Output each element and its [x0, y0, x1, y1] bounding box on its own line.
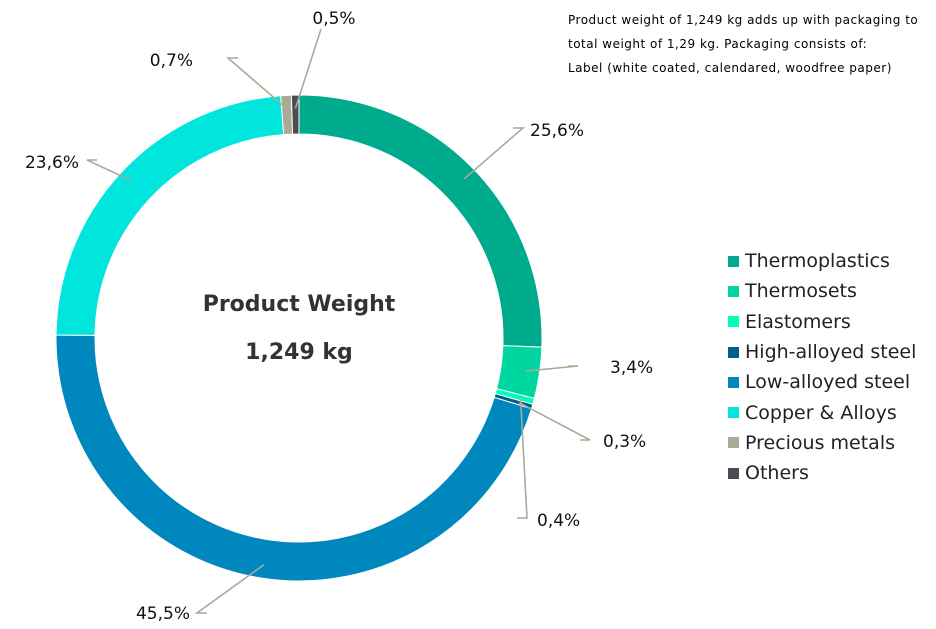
chart-legend: Thermoplastics Thermosets Elastomers High-a…: [728, 246, 916, 488]
donut-slices: [55, 94, 543, 582]
legend-item-elastomers: Elastomers: [728, 307, 916, 337]
legend-label: Thermoplastics: [745, 250, 890, 273]
leader-lines: [86, 28, 591, 614]
center-weight: 1,249 kg: [245, 340, 353, 365]
legend-swatch: [728, 467, 739, 479]
packaging-note-line: Label (white coated, calendared, woodfre…: [568, 61, 892, 75]
legend-swatch: [728, 376, 739, 388]
leader-line-copper-and-alloys: [86, 159, 133, 182]
leader-line-high-alloyed-steel: [518, 402, 591, 441]
percent-label-elastomers: 0,4%: [537, 511, 580, 531]
percent-label-high-alloyed-steel: 0,3%: [603, 432, 646, 452]
legend-label: Thermosets: [745, 280, 857, 303]
legend-swatch: [728, 285, 739, 297]
legend-item-thermosets: Thermosets: [728, 276, 916, 306]
legend-item-precious-metals: Precious metals: [728, 428, 916, 458]
legend-swatch: [728, 407, 739, 419]
percent-label-thermoplastics: 25,6%: [530, 121, 584, 141]
leader-line-precious-metals: [225, 57, 288, 110]
legend-label: Precious metals: [745, 431, 896, 454]
percent-label-others: 0,5%: [312, 9, 355, 29]
percent-label-copper-and-alloys: 23,6%: [25, 153, 79, 173]
leader-line-low-alloyed-steel: [194, 564, 265, 614]
leader-line-others: [294, 28, 322, 109]
legend-label: High-alloyed steel: [745, 341, 917, 364]
leader-line-thermoplastics: [463, 127, 526, 180]
legend-item-copper-and-alloys: Copper & Alloys: [728, 397, 916, 427]
legend-label: Others: [745, 462, 809, 485]
percent-label-low-alloyed-steel: 45,5%: [136, 604, 190, 624]
legend-swatch: [728, 437, 739, 449]
legend-label: Elastomers: [745, 310, 851, 333]
legend-item-others: Others: [728, 458, 916, 488]
legend-label: Low-alloyed steel: [745, 371, 911, 394]
percent-label-thermosets: 3,4%: [610, 358, 653, 378]
legend-swatch: [728, 255, 739, 267]
center-title: Product Weight: [203, 292, 396, 317]
percent-labels: 25,6% 3,4% 0,4% 0,3% 45,5% 23,6% 0,7% 0,5%: [25, 9, 653, 624]
legend-swatch: [728, 316, 739, 328]
legend-label: Copper & Alloys: [745, 401, 897, 424]
packaging-note-line: total weight of 1,29 kg. Packaging consi…: [568, 37, 868, 51]
leader-line-thermosets: [526, 365, 579, 372]
leader-line-elastomers: [517, 397, 528, 519]
packaging-note: Product weight of 1,249 kg adds up with …: [568, 8, 936, 80]
slice-low-alloyed-steel: [55, 334, 533, 582]
legend-item-low-alloyed-steel: Low-alloyed steel: [728, 367, 916, 397]
legend-swatch: [728, 346, 739, 358]
percent-label-precious-metals: 0,7%: [150, 51, 193, 71]
packaging-note-line: Product weight of 1,249 kg adds up with …: [568, 13, 919, 27]
legend-item-thermoplastics: Thermoplastics: [728, 246, 916, 276]
legend-item-high-alloyed-steel: High-alloyed steel: [728, 337, 916, 367]
